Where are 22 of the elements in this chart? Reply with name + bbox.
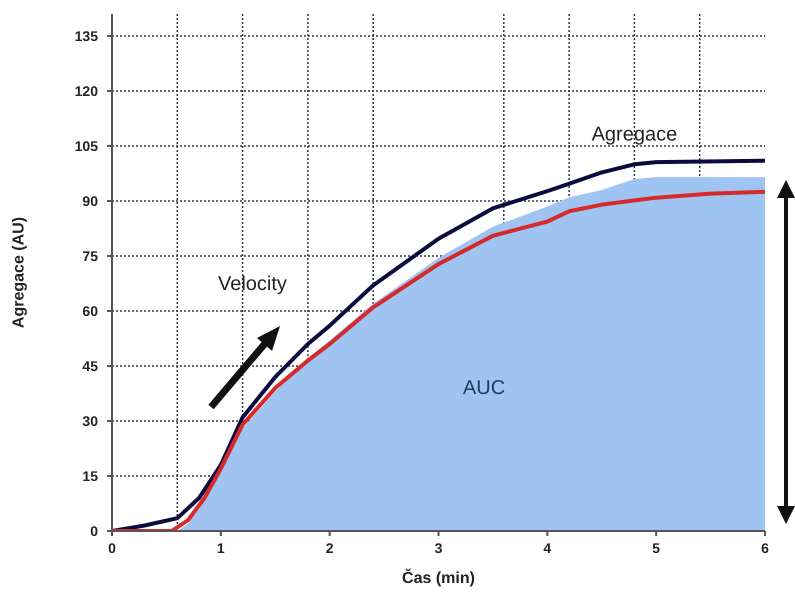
x-axis-title: Čas (min) <box>402 568 475 587</box>
y-tick-label: 135 <box>74 28 98 44</box>
x-tick-label: 6 <box>761 540 770 556</box>
y-tick-label: 30 <box>82 413 98 429</box>
x-tick-label: 3 <box>434 540 443 556</box>
y-tick-label: 15 <box>82 468 98 484</box>
y-tick-label: 0 <box>90 523 98 539</box>
series-label: AUC <box>462 377 506 400</box>
x-tick-label: 4 <box>543 540 552 556</box>
y-axis-title: Agregace (AU) <box>10 216 28 328</box>
y-tick-label: 45 <box>82 358 98 374</box>
y-tick-label: 120 <box>74 83 98 99</box>
series-label: Agregace <box>592 123 678 146</box>
y-tick-label: 105 <box>74 138 98 154</box>
y-tick-label: 75 <box>82 248 98 264</box>
x-tick-label: 1 <box>216 540 225 556</box>
annotation: Velocity <box>218 273 287 295</box>
x-tick-label: 2 <box>326 540 334 556</box>
y-tick-label: 60 <box>82 303 98 319</box>
y-tick-label: 90 <box>82 193 98 209</box>
x-tick-label: 0 <box>108 540 116 556</box>
x-tick-label: 5 <box>652 540 660 556</box>
